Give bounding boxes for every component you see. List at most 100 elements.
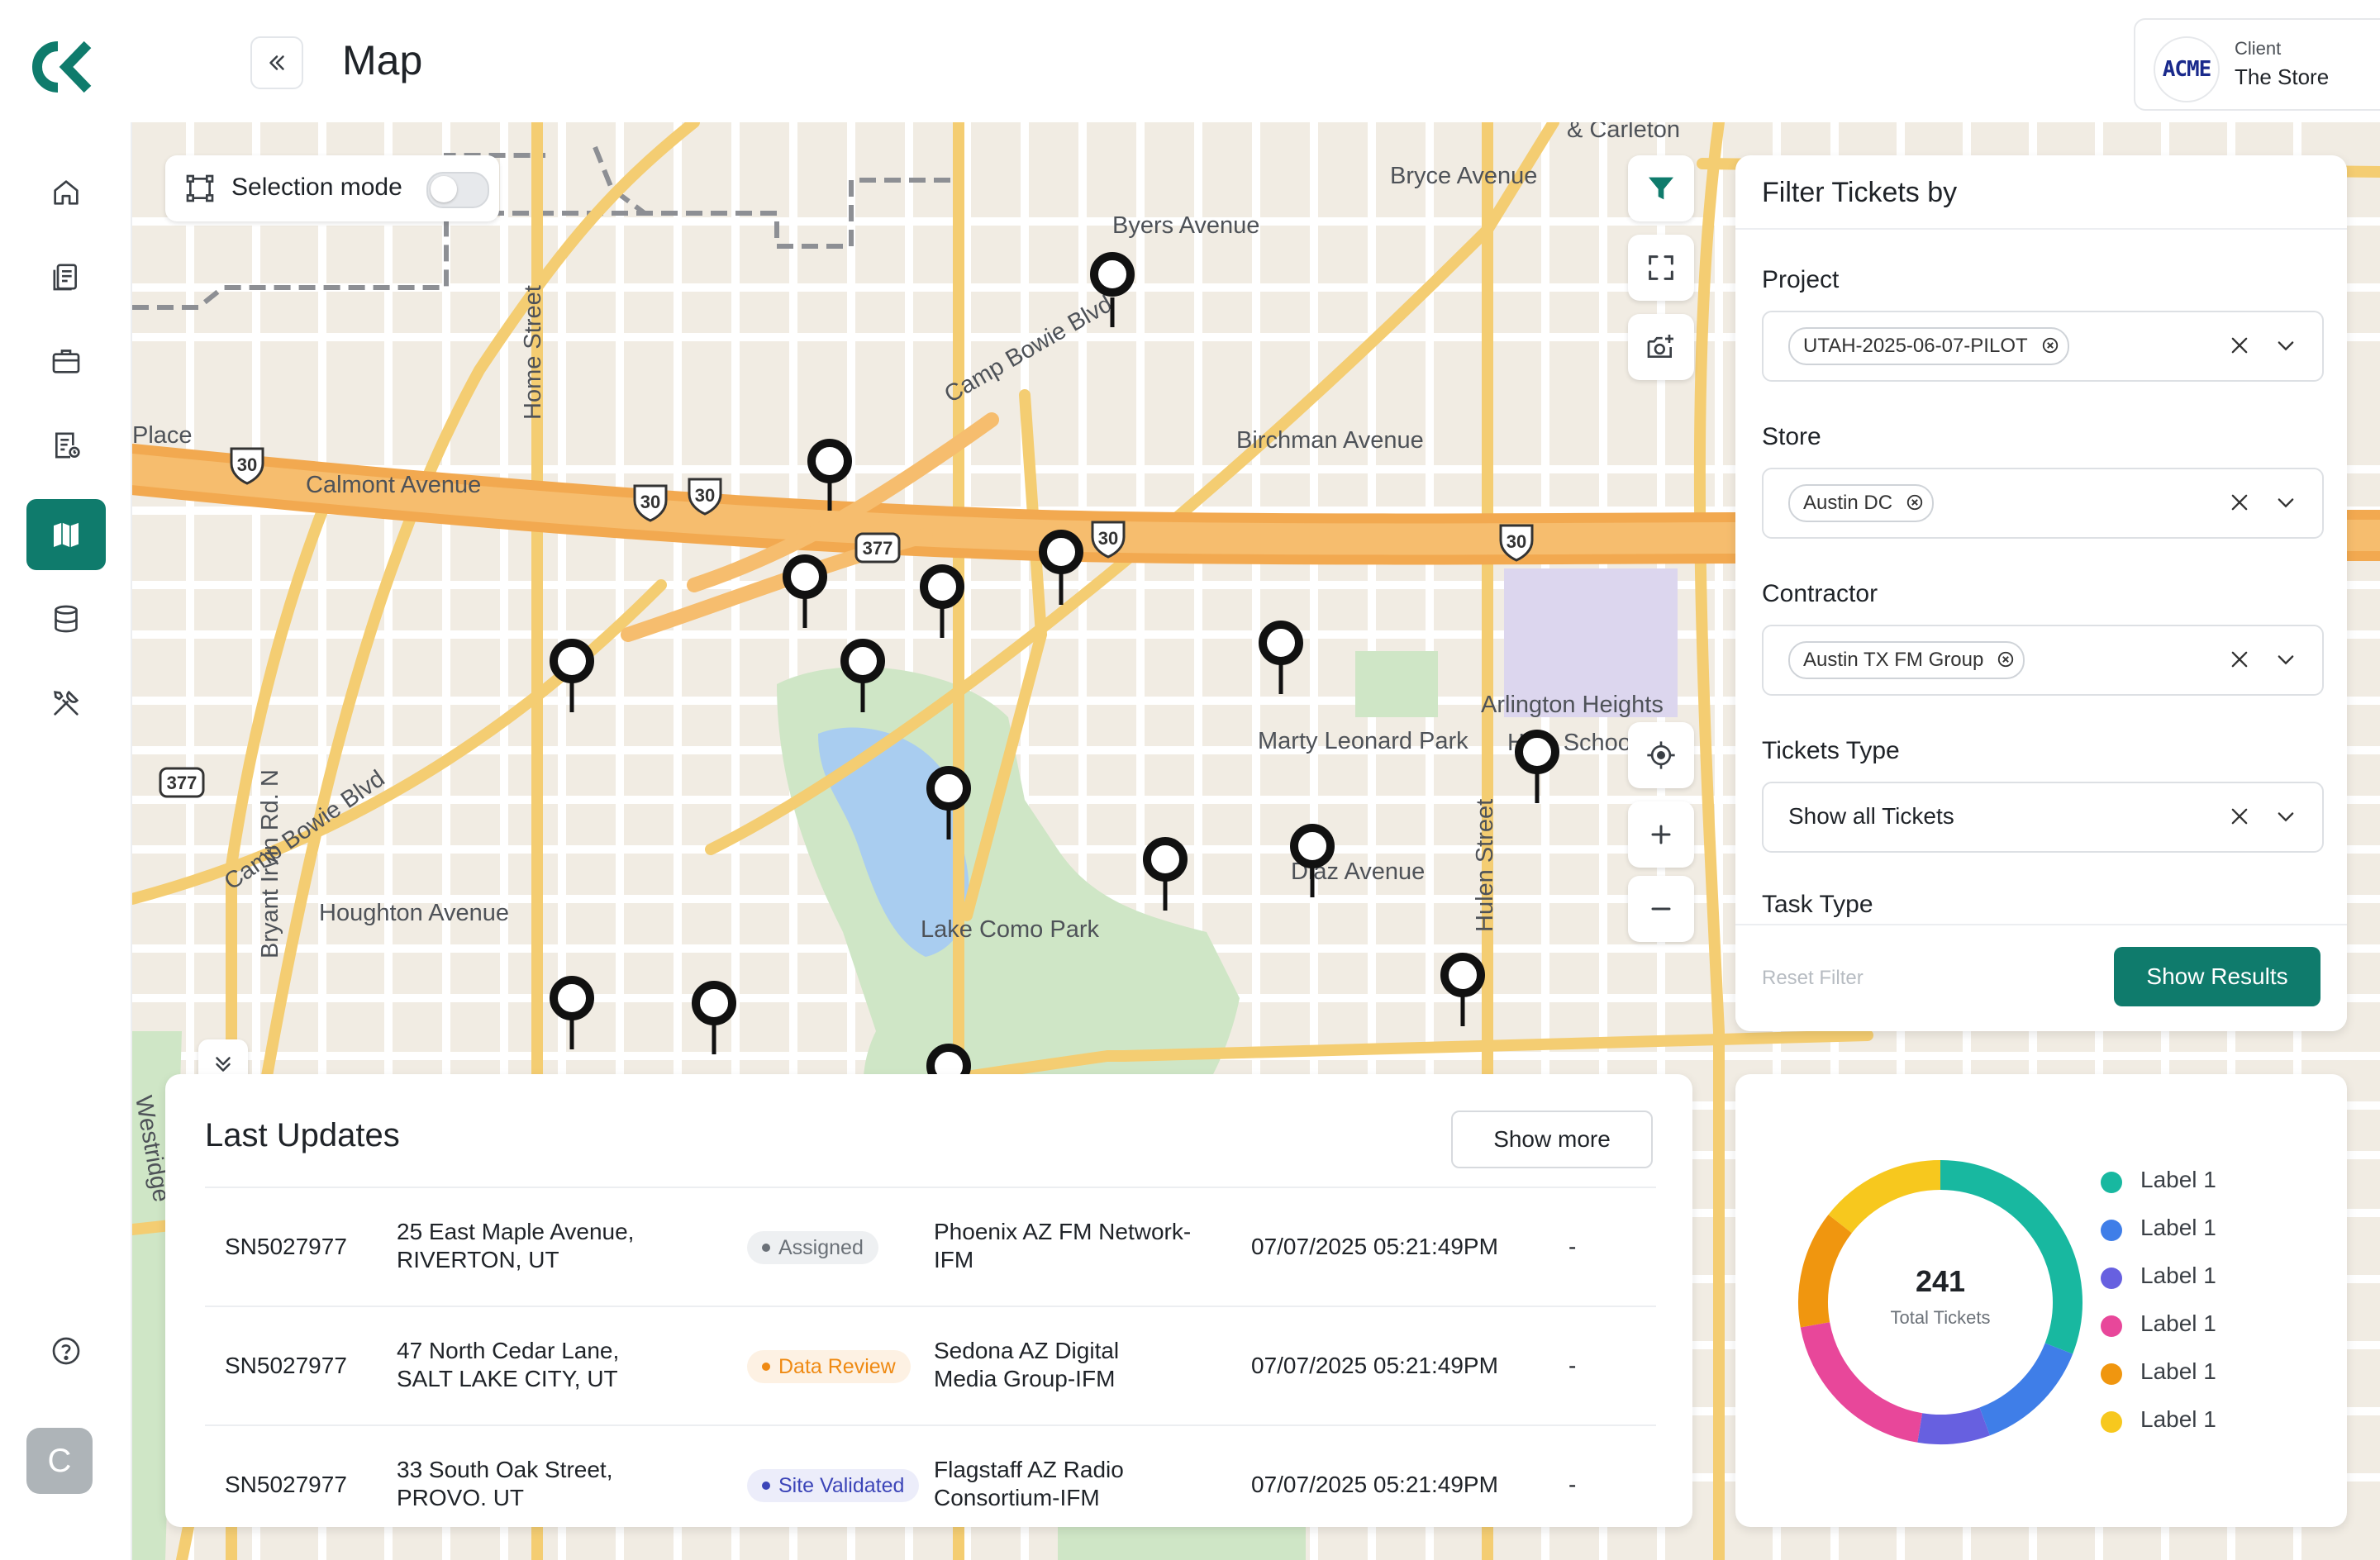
legend-label: Label 1	[2140, 1167, 2216, 1192]
donut-chart	[1798, 1160, 2082, 1444]
nav-home[interactable]	[26, 157, 106, 228]
map-pin[interactable]	[1515, 730, 1559, 803]
clear-icon[interactable]	[2228, 805, 2251, 828]
last-updates-panel: Last Updates Show more SN5027977 25 East…	[165, 1074, 1692, 1527]
fullscreen-button[interactable]	[1628, 235, 1694, 301]
clear-icon[interactable]	[2228, 334, 2251, 357]
map-pin[interactable]	[926, 766, 971, 839]
interstate-shield: 30	[1091, 521, 1126, 559]
address-line-1: 33 South Oak Street,	[397, 1457, 613, 1482]
page-title: Map	[342, 37, 423, 83]
crosshair-icon	[1647, 741, 1675, 769]
app-logo[interactable]	[28, 38, 94, 96]
map-pin[interactable]	[550, 976, 594, 1049]
ticket-extra: -	[1568, 1234, 1577, 1259]
donut-slice-5[interactable]	[1798, 1215, 1853, 1328]
chip-remove-icon[interactable]	[1906, 493, 1924, 511]
map-pin[interactable]	[783, 554, 827, 628]
nav-projects[interactable]	[26, 326, 106, 397]
map-pin[interactable]	[1440, 953, 1485, 1026]
clear-icon[interactable]	[2228, 648, 2251, 671]
contractor-line-2: Consortium-IFM	[934, 1485, 1100, 1510]
donut-slice-6[interactable]	[1828, 1160, 1941, 1234]
reports-icon	[53, 264, 78, 291]
project-chip[interactable]: UTAH-2025-06-07-PILOT	[1788, 327, 2069, 365]
chevron-down-icon[interactable]	[2274, 805, 2297, 828]
donut-slice-4[interactable]	[1800, 1321, 1923, 1443]
us-route-shield: 377	[854, 532, 901, 564]
tickets-type-label: Tickets Type	[1762, 737, 1900, 764]
store-chip[interactable]: Austin DC	[1788, 484, 1935, 522]
legend-item: Label 1	[2101, 1310, 2216, 1337]
ticket-date: 07/07/2025 05:21:49PM	[1251, 1234, 1498, 1259]
selection-mode-toggle[interactable]	[426, 172, 489, 208]
map-pin[interactable]	[550, 639, 594, 712]
nav-reports[interactable]	[26, 241, 106, 312]
table-row[interactable]: SN5027977 33 South Oak Street, PROVO. UT …	[205, 1424, 1656, 1527]
selection-box-icon	[186, 174, 214, 202]
ticket-contractor: Flagstaff AZ Radio Consortium-IFM	[934, 1456, 1124, 1512]
chevron-down-icon[interactable]	[2274, 648, 2297, 671]
plus-icon	[1651, 825, 1671, 844]
contractor-select[interactable]: Austin TX FM Group	[1762, 625, 2324, 696]
show-more-button[interactable]: Show more	[1451, 1111, 1653, 1168]
map-label-birchman: Birchman Avenue	[1236, 427, 1424, 454]
map-pin[interactable]	[1143, 837, 1188, 911]
chip-remove-icon[interactable]	[2041, 336, 2059, 354]
table-row[interactable]: SN5027977 47 North Cedar Lane, SALT LAKE …	[205, 1306, 1656, 1426]
map-pin[interactable]	[807, 439, 852, 511]
clear-icon[interactable]	[2228, 491, 2251, 514]
nav-map[interactable]	[26, 499, 106, 570]
map-pin[interactable]	[1259, 621, 1303, 694]
chip-remove-icon[interactable]	[1997, 650, 2015, 668]
chevron-down-icon[interactable]	[2274, 334, 2297, 357]
client-label: Client	[2235, 38, 2282, 59]
legend-swatch	[2101, 1220, 2122, 1241]
donut-slice-3[interactable]	[1917, 1407, 1990, 1444]
show-results-button[interactable]: Show Results	[2114, 947, 2320, 1006]
contractor-line-2: Media Group-IFM	[934, 1366, 1116, 1391]
map-pin[interactable]	[920, 564, 964, 638]
ticket-extra: -	[1568, 1472, 1577, 1497]
map-icon	[54, 522, 79, 547]
briefcase-icon	[52, 350, 80, 373]
filter-button[interactable]	[1628, 155, 1694, 221]
locate-button[interactable]	[1628, 722, 1694, 788]
collapse-sidebar-button[interactable]	[250, 36, 303, 89]
chevron-down-icon[interactable]	[2274, 491, 2297, 514]
map-pin[interactable]	[840, 639, 885, 712]
reset-filter-link[interactable]: Reset Filter	[1762, 967, 1864, 989]
store-select[interactable]: Austin DC	[1762, 468, 2324, 539]
nav-help[interactable]	[26, 1315, 106, 1386]
donut-slice-2[interactable]	[1979, 1343, 2073, 1436]
tickets-type-select[interactable]: Show all Tickets	[1762, 782, 2324, 853]
map-pin[interactable]	[692, 981, 736, 1054]
svg-text:30: 30	[695, 485, 715, 506]
interstate-shield: 30	[230, 447, 264, 485]
map-pins	[550, 252, 1559, 1088]
status-badge: Site Validated	[747, 1469, 920, 1502]
nav-tickets[interactable]	[26, 410, 106, 481]
client-selector[interactable]: ACME Client The Store	[2134, 18, 2380, 111]
table-row[interactable]: SN5027977 25 East Maple Avenue, RIVERTON,…	[205, 1187, 1656, 1307]
ticket-id: SN5027977	[225, 1234, 347, 1259]
nav-database[interactable]	[26, 583, 106, 654]
nav-tools[interactable]	[26, 668, 106, 739]
ticket-address: 25 East Maple Avenue, RIVERTON, UT	[397, 1218, 634, 1274]
header: Map ACME Client The Store	[131, 0, 2380, 122]
avatar[interactable]: C	[26, 1428, 93, 1494]
donut-slice-1[interactable]	[1940, 1160, 2082, 1354]
map-label-lake-como: Lake Como Park	[921, 916, 1099, 943]
home-icon	[54, 180, 79, 205]
map-pin[interactable]	[1039, 530, 1083, 605]
map-label-houghton: Houghton Avenue	[319, 900, 509, 926]
map-pin[interactable]	[1090, 252, 1135, 327]
screenshot-button[interactable]	[1628, 314, 1694, 380]
map-pin[interactable]	[1290, 824, 1335, 897]
legend-item: Label 1	[2101, 1263, 2216, 1289]
zoom-in-button[interactable]	[1628, 801, 1694, 868]
project-select[interactable]: UTAH-2025-06-07-PILOT	[1762, 311, 2324, 382]
interstate-shield: 30	[633, 484, 668, 522]
zoom-out-button[interactable]	[1628, 876, 1694, 942]
contractor-chip[interactable]: Austin TX FM Group	[1788, 641, 2025, 679]
